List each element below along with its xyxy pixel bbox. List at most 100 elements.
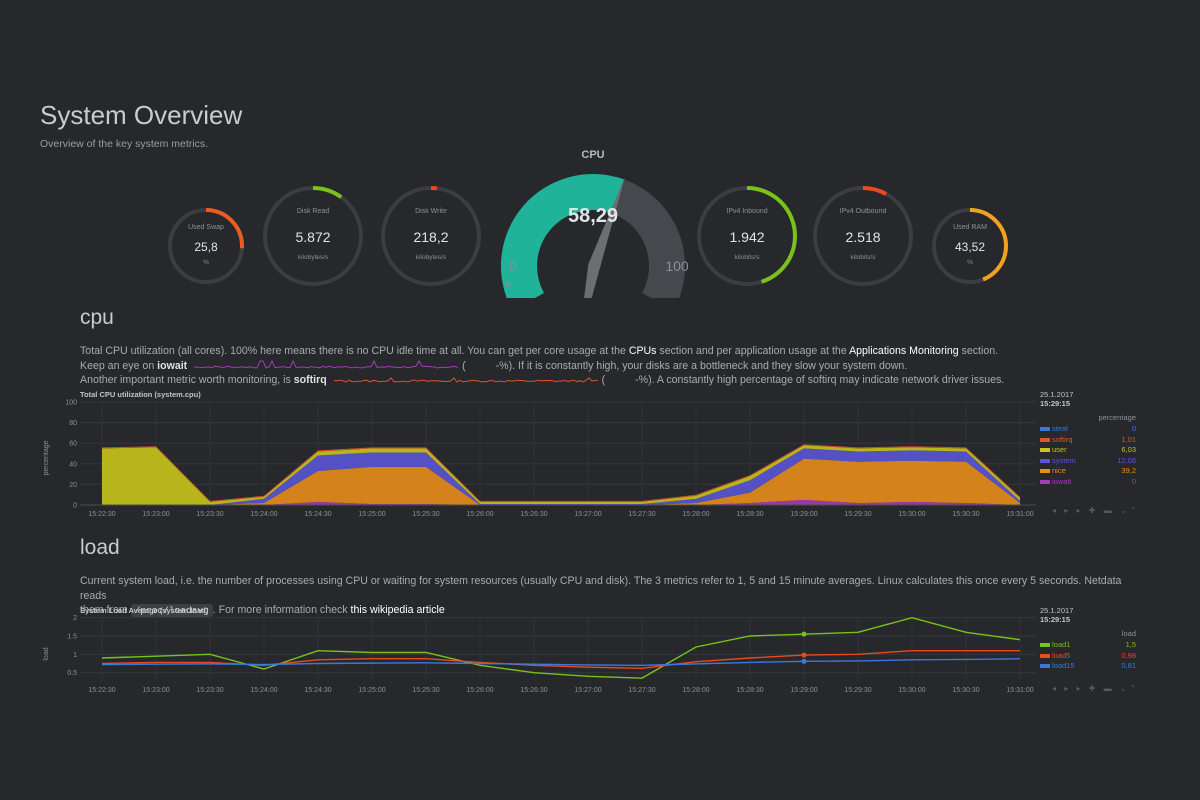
cpu-desc-line-1: Total CPU utilization (all cores). 100% …	[80, 344, 1130, 359]
legend-value: 0	[1131, 476, 1136, 486]
cpus-link[interactable]: CPUs	[628, 345, 657, 357]
load-section-description: Current system load, i.e. the number of …	[80, 574, 1150, 619]
legend-date: 25.1.2017	[1040, 606, 1074, 615]
cpu-section-description: Total CPU utilization (all cores). 100% …	[80, 344, 1130, 388]
gauge-used-swap[interactable]: Used Swap 25,8 %	[168, 208, 244, 284]
legend-swatch	[1040, 664, 1050, 668]
legend-swatch	[1040, 458, 1050, 463]
x-tick-label: 15:23:30	[196, 687, 223, 694]
legend-item-load1[interactable]: load1 1,5	[1040, 640, 1136, 651]
area-series-system	[102, 448, 1020, 505]
x-tick-label: 15:24:30	[304, 687, 331, 694]
gauge-value: 43,52	[955, 240, 985, 254]
legend-name: load1	[1052, 640, 1071, 649]
legend-item-system[interactable]: system 12,06	[1040, 456, 1136, 467]
legend-swatch	[1040, 479, 1050, 484]
gauge-arc	[932, 208, 1008, 284]
softirq-sparkline[interactable]	[333, 373, 599, 384]
legend-item-load15[interactable]: load15 0,81	[1040, 661, 1136, 672]
x-tick-label: 15:30:00	[898, 687, 925, 694]
legend-unit: load	[1121, 629, 1136, 638]
gauges-row: Used Swap 25,8 % Disk Read 5.872 kilobyt…	[168, 149, 1008, 298]
y-tick-label: 100	[65, 400, 77, 407]
cpu-section-title: cpu	[80, 306, 114, 329]
text: . For more information check	[212, 604, 351, 616]
text: section.	[958, 345, 999, 357]
cpu-chart-title: Total CPU utilization (system.cpu)	[80, 390, 201, 399]
cpu-chart[interactable]: percentage 0 20 40 60 80 100 15:22:30 15:23:00 15…	[38, 398, 1038, 520]
legend-swatch	[1040, 448, 1050, 452]
gauge-value: 25,8	[194, 240, 218, 254]
area-series-nice	[102, 458, 1020, 505]
gauge-disk-read[interactable]: Disk Read 5.872 kilobytes/s	[263, 186, 363, 286]
gauge-units: kilobytes/s	[298, 254, 329, 261]
iowait-sparkline[interactable]	[194, 359, 459, 370]
x-tick-label: 15:22:30	[88, 511, 115, 518]
gauge-cpu-needle	[584, 176, 626, 298]
sparkline-path	[194, 359, 459, 369]
legend-value: 39,2	[1121, 466, 1136, 475]
legend-swatch	[1040, 427, 1050, 431]
x-tick-label: 15:28:00	[682, 687, 709, 694]
y-tick-label: 2	[73, 615, 77, 622]
sparkline-path	[333, 377, 598, 383]
gauge-ipv4-outbound[interactable]: IPv4 Outbound 2.518 kilobits/s	[813, 186, 913, 286]
legend-item-steal[interactable]: steal 0	[1040, 424, 1136, 435]
x-tick-label: 15:25:30	[412, 511, 439, 518]
x-tick-label: 15:28:30	[736, 687, 763, 694]
legend-item-nice[interactable]: nice 39,2	[1040, 466, 1136, 477]
area-series-iowait	[102, 499, 1020, 505]
legend-item-softirq[interactable]: softirq 1,01	[1040, 435, 1136, 446]
legend-name: load15	[1052, 661, 1075, 670]
x-tick-label: 15:29:00	[790, 511, 817, 518]
x-tick-label: 15:23:00	[142, 511, 169, 518]
legend-name: iowait	[1052, 476, 1072, 486]
hover-point-load15	[801, 658, 807, 664]
gauge-arc	[168, 208, 244, 284]
x-tick-label: 15:23:30	[196, 511, 223, 518]
legend-item-iowait[interactable]: iowait 0	[1040, 477, 1136, 488]
x-tick-label: 15:30:30	[952, 687, 979, 694]
gauge-disk-write[interactable]: Disk Write 218,2 kilobytes/s	[381, 186, 481, 286]
load-desc-line-1: Current system load, i.e. the number of …	[80, 575, 1122, 602]
legend-item-user[interactable]: user 6,03	[1040, 445, 1136, 456]
y-tick-label: 0	[73, 503, 77, 510]
x-tick-label: 15:26:00	[466, 687, 493, 694]
gauge-used-ram[interactable]: Used RAM 43,52 %	[932, 208, 1008, 284]
legend-rows: load1 1,5 load5 0,98 load15 0,81	[1040, 640, 1140, 676]
legend-date: 25.1.2017	[1040, 390, 1074, 399]
cpu-chart-toolbar[interactable]: ◂ ▸ ▸ ✚ ▬ ⌄⌃	[1052, 506, 1140, 515]
gauge-ipv4-inbound[interactable]: IPv4 Inbound 1.942 kilobits/s	[697, 186, 797, 286]
load-chart[interactable]: load 0.5 1 1.5 2 15:22:30 15:23:00 15:23:30 15:2…	[38, 612, 1038, 696]
legend-name: system	[1052, 455, 1076, 465]
legend-time: 15:29:15	[1040, 399, 1071, 408]
legend-name: softirq	[1052, 434, 1073, 444]
legend-unit: percentage	[1098, 413, 1136, 422]
load-legend: 25.1.2017 15:29:15 load load1 1,5 load5 0,9…	[1040, 606, 1140, 676]
legend-name: nice	[1052, 466, 1066, 475]
x-tick-label: 15:29:30	[844, 511, 871, 518]
x-tick-label: 15:27:30	[628, 687, 655, 694]
gauge-cpu-max: 100	[665, 258, 689, 274]
load-chart-toolbar[interactable]: ◂ ▸ ▸ ✚ ▬ ⌄⌃	[1052, 684, 1140, 693]
gauge-title: Used Swap	[188, 224, 224, 231]
y-axis-label: percentage	[43, 440, 50, 475]
gauge-value: 5.872	[295, 229, 330, 245]
x-tick-label: 15:26:00	[466, 511, 493, 518]
y-tick-label: 80	[69, 420, 77, 427]
iowait-label: iowait	[157, 359, 188, 372]
gauge-arc	[263, 186, 363, 286]
legend-value: 0,81	[1121, 661, 1136, 670]
wikipedia-link[interactable]: this wikipedia article	[350, 604, 445, 616]
cpu-desc-line-3: Another important metric worth monitorin…	[80, 373, 1130, 388]
legend-item-load5[interactable]: load5 0,98	[1040, 651, 1136, 662]
cpu-legend: 25.1.2017 15:29:15 percentage steal 0 soft…	[1040, 390, 1140, 494]
x-tick-label: 15:22:30	[88, 687, 115, 694]
y-tick-label: 1	[73, 652, 77, 659]
gauge-cpu[interactable]: CPU 58,29 0 100 %	[501, 149, 689, 298]
cpu-desc-line-2: Keep an eye on iowait (-%). If it is con…	[80, 359, 1130, 374]
legend-value: 12,06	[1117, 455, 1136, 465]
x-tick-label: 15:29:00	[790, 687, 817, 694]
gauge-arc	[813, 186, 913, 286]
applications-monitoring-link[interactable]: Applications Monitoring	[849, 345, 959, 357]
